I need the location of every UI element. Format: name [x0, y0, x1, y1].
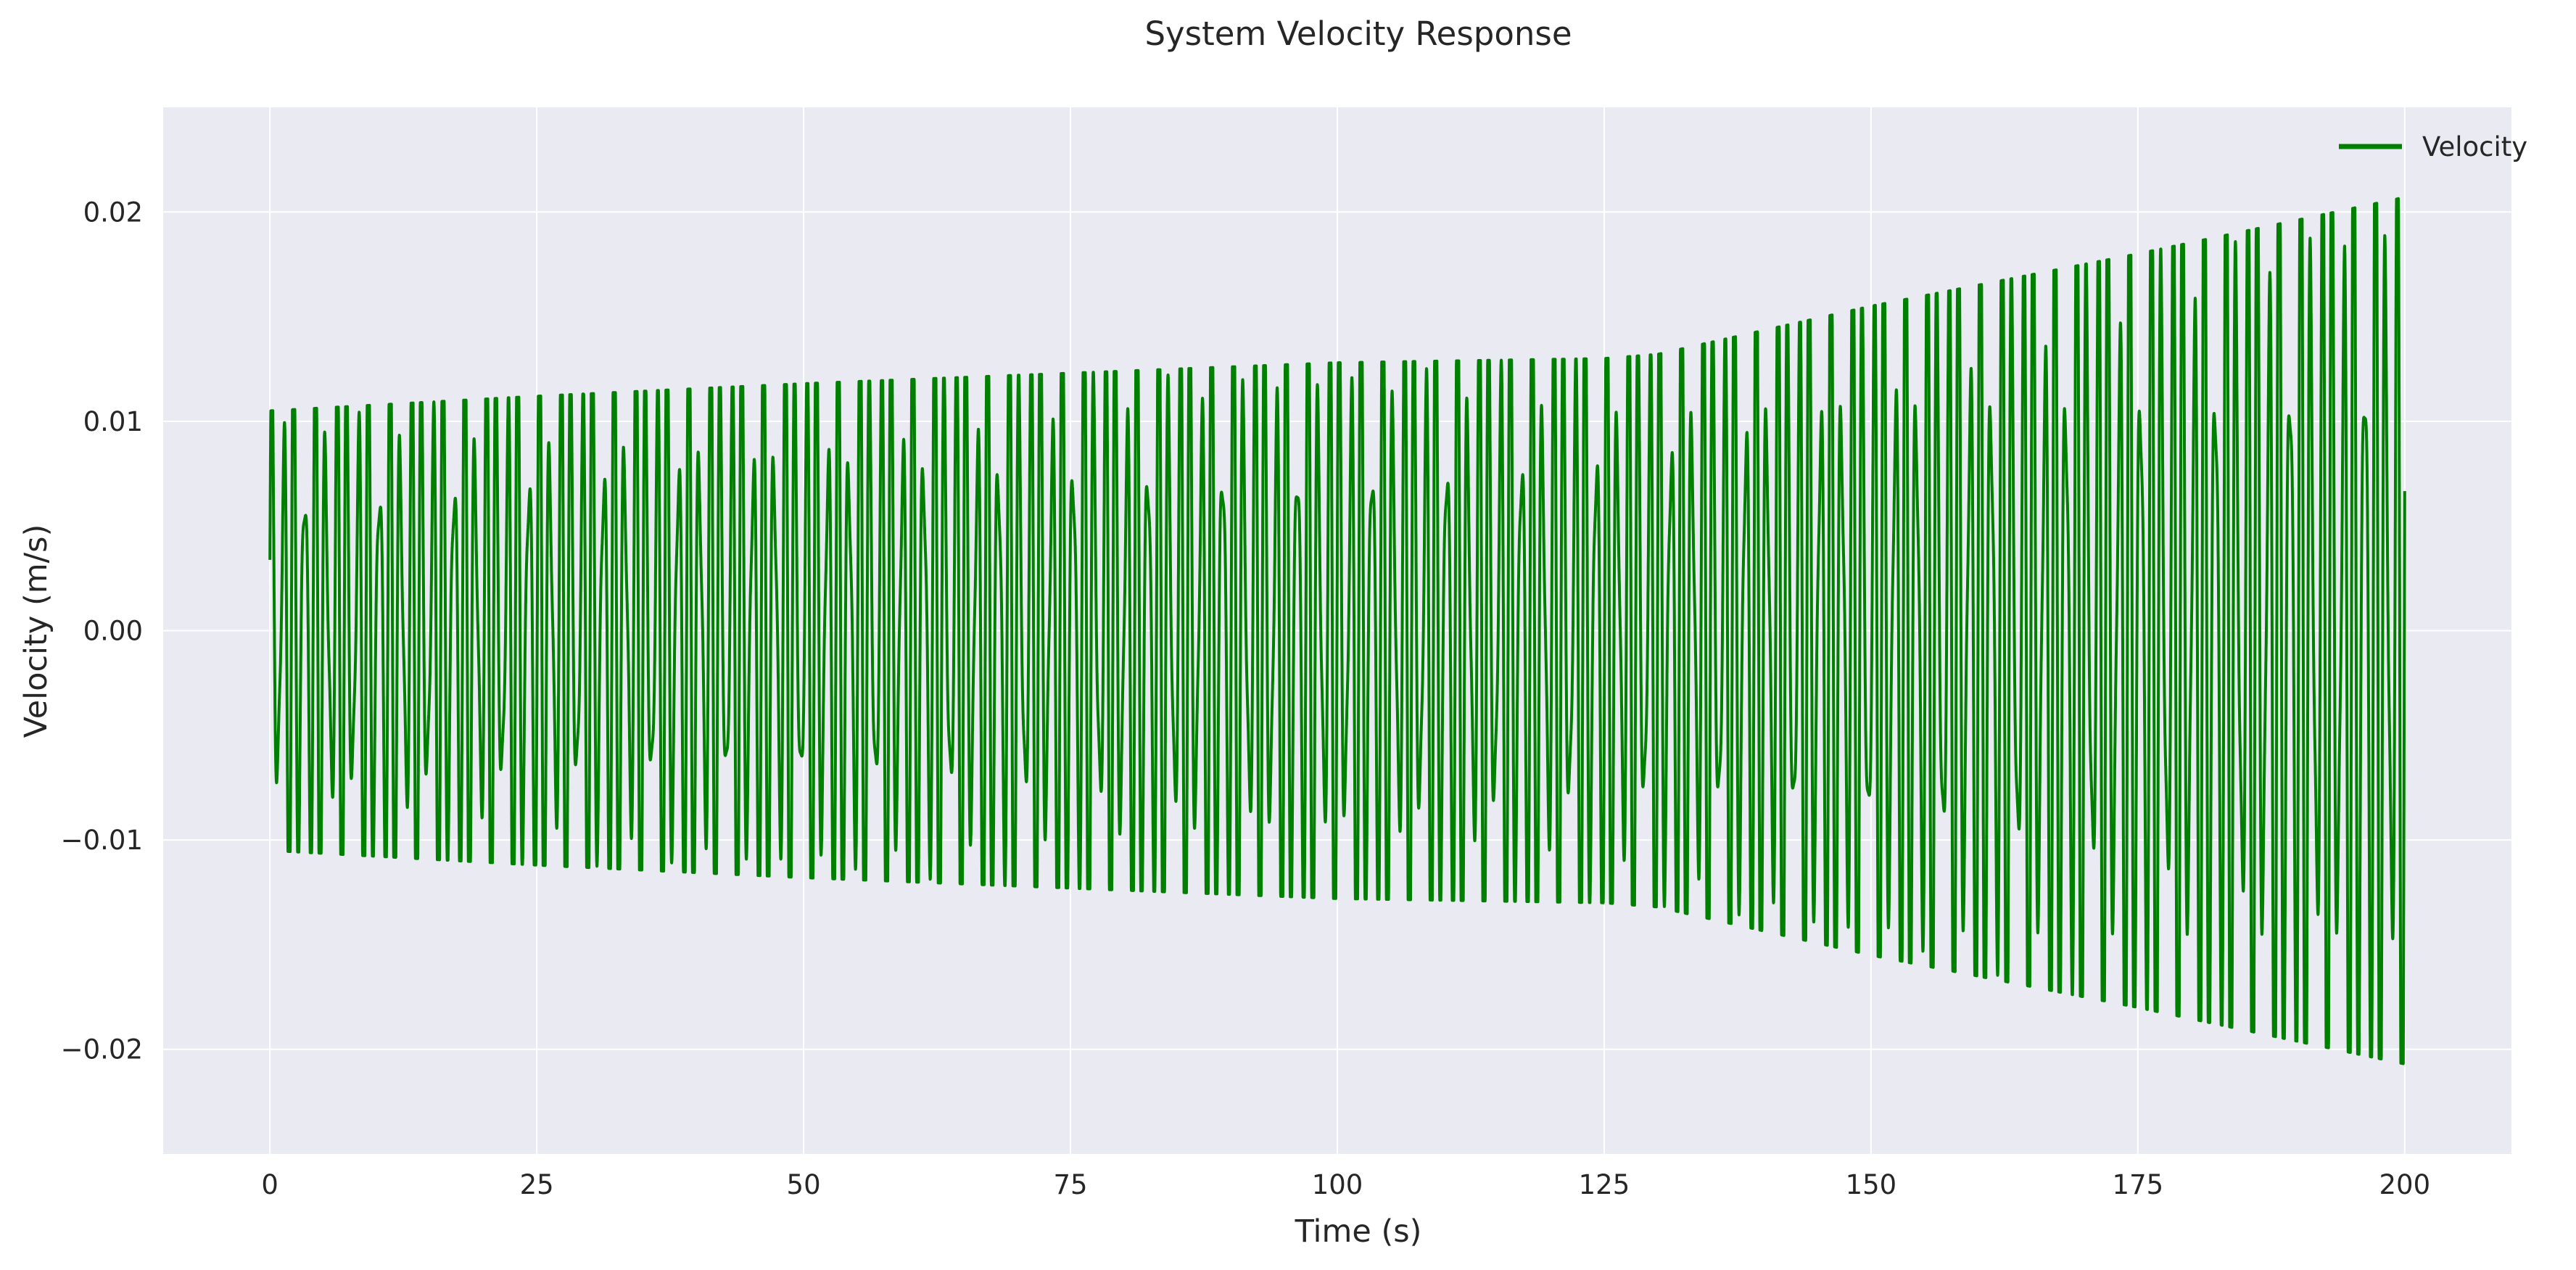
y-axis-ticks: −0.02 −0.01 0.00 0.01 0.02 — [61, 197, 143, 1065]
x-tick-label: 0 — [261, 1169, 278, 1200]
x-axis-ticks: 0 25 50 75 100 125 150 175 200 — [261, 1169, 2430, 1200]
y-tick-label: −0.01 — [61, 825, 143, 856]
x-axis-label: Time (s) — [1295, 1213, 1422, 1250]
x-tick-label: 150 — [1846, 1169, 1897, 1200]
y-axis-label: Velocity (m/s) — [18, 524, 54, 738]
velocity-series-line — [268, 197, 2406, 1065]
x-tick-label: 125 — [1579, 1169, 1630, 1200]
y-tick-label: −0.02 — [61, 1034, 143, 1065]
x-tick-label: 25 — [520, 1169, 554, 1200]
chart-title: System Velocity Response — [1144, 15, 1572, 53]
y-tick-label: 0.00 — [83, 616, 143, 647]
x-tick-label: 200 — [2379, 1169, 2431, 1200]
x-tick-label: 50 — [787, 1169, 821, 1200]
x-tick-label: 100 — [1312, 1169, 1363, 1200]
x-tick-label: 175 — [2113, 1169, 2164, 1200]
legend: Velocity — [2339, 131, 2527, 162]
x-tick-label: 75 — [1053, 1169, 1087, 1200]
y-tick-label: 0.01 — [83, 406, 143, 437]
series-layer — [268, 197, 2406, 1065]
y-tick-label: 0.02 — [83, 197, 143, 228]
legend-label-velocity: Velocity — [2422, 131, 2527, 162]
